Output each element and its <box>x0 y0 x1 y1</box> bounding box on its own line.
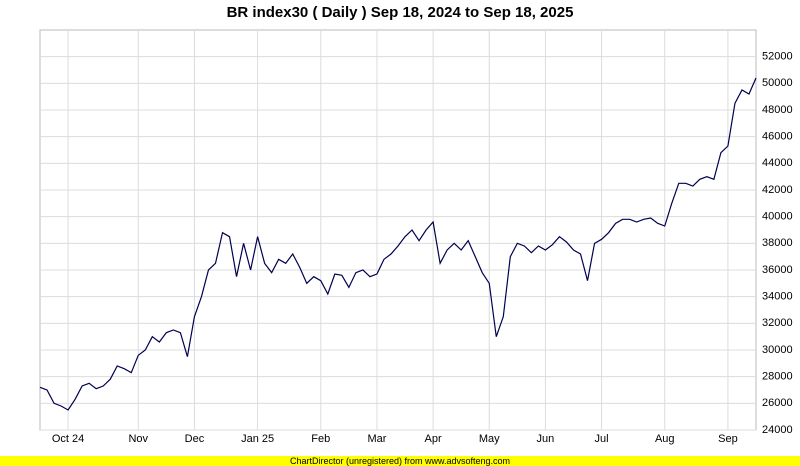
x-tick-label: Jan 25 <box>241 433 274 445</box>
x-tick-label: Nov <box>128 433 148 445</box>
y-tick-label: 24000 <box>762 424 793 436</box>
chart-title: BR index30 ( Daily ) Sep 18, 2024 to Sep… <box>227 4 574 21</box>
y-tick-label: 26000 <box>762 397 793 409</box>
x-tick-label: Apr <box>425 433 442 445</box>
x-tick-label: Sep <box>718 433 738 445</box>
y-tick-label: 38000 <box>762 237 793 249</box>
y-tick-label: 32000 <box>762 317 793 329</box>
footer-bar <box>0 456 800 466</box>
footer-text: ChartDirector (unregistered) from www.ad… <box>290 456 510 466</box>
x-tick-label: Feb <box>311 433 330 445</box>
x-tick-label: Dec <box>185 433 205 445</box>
x-tick-label: Oct 24 <box>52 433 84 445</box>
line-series <box>39 77 757 411</box>
y-tick-label: 44000 <box>762 157 793 169</box>
y-tick-label: 46000 <box>762 131 793 143</box>
x-tick-label: Jun <box>537 433 555 445</box>
x-tick-label: May <box>479 433 500 445</box>
y-tick-label: 52000 <box>762 51 793 63</box>
x-tick-label: Aug <box>655 433 675 445</box>
y-tick-label: 34000 <box>762 291 793 303</box>
y-tick-label: 28000 <box>762 371 793 383</box>
y-tick-label: 50000 <box>762 77 793 89</box>
y-tick-label: 30000 <box>762 344 793 356</box>
y-tick-label: 36000 <box>762 264 793 276</box>
y-tick-label: 48000 <box>762 104 793 116</box>
x-tick-label: Mar <box>367 433 386 445</box>
y-tick-label: 42000 <box>762 184 793 196</box>
y-tick-label: 40000 <box>762 211 793 223</box>
plot-area <box>39 29 757 431</box>
x-tick-label: Jul <box>595 433 609 445</box>
